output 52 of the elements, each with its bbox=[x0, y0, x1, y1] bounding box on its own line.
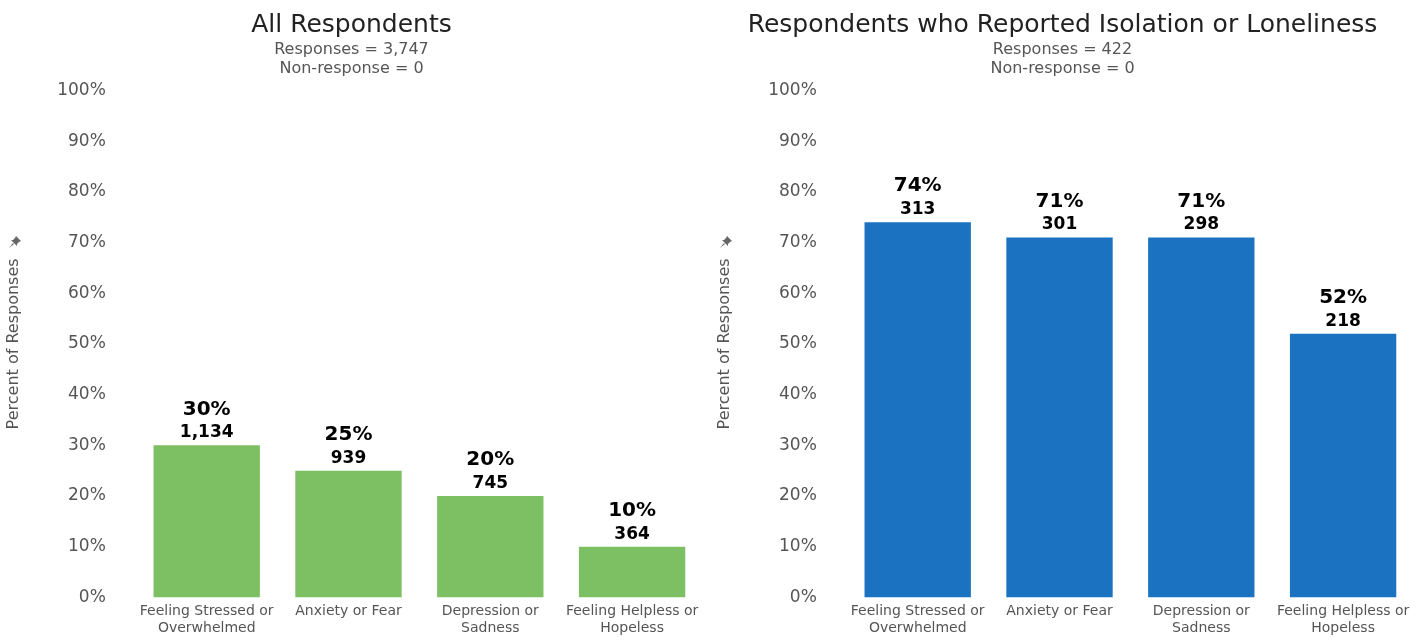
y-axis-title: Percent of Responses bbox=[2, 258, 22, 430]
y-tick-label: 70% bbox=[779, 230, 817, 251]
x-tick-label: Depression or Sadness bbox=[441, 602, 540, 636]
y-tick-label: 100% bbox=[768, 78, 817, 99]
y-axis-title: Percent of Responses bbox=[713, 258, 733, 430]
data-label: 25% 939 bbox=[324, 420, 373, 467]
bar bbox=[578, 546, 686, 598]
y-tick-label: 90% bbox=[68, 129, 106, 150]
bar bbox=[437, 496, 544, 598]
y-tick-label: 0% bbox=[78, 585, 106, 606]
x-tick-label: Feeling Stressed or Overwhelmed bbox=[139, 602, 274, 636]
x-tick-label: Anxiety or Fear bbox=[1006, 602, 1113, 619]
data-label: 20% 745 bbox=[466, 446, 515, 492]
y-tick-label: 0% bbox=[789, 585, 817, 606]
y-tick-label: 20% bbox=[779, 484, 817, 505]
y-tick-label: 90% bbox=[779, 129, 817, 150]
chart-subtitle: Responses = 422 Non-response = 0 bbox=[990, 38, 1135, 77]
data-label: 10% 364 bbox=[608, 496, 657, 543]
y-tick-label: 50% bbox=[68, 332, 106, 353]
y-tick-label: 100% bbox=[57, 78, 106, 99]
y-tick-label: 40% bbox=[68, 383, 106, 404]
x-tick-label: Feeling Helpless or Hopeless bbox=[565, 602, 699, 636]
y-tick-label: 30% bbox=[779, 433, 817, 454]
bar bbox=[1006, 237, 1113, 598]
y-tick-label: 70% bbox=[68, 230, 106, 251]
y-tick-label: 20% bbox=[68, 484, 106, 505]
x-tick-label: Anxiety or Fear bbox=[295, 602, 402, 619]
bar bbox=[1148, 237, 1255, 598]
x-tick-label: Feeling Stressed or Overwhelmed bbox=[850, 602, 985, 636]
bar bbox=[1289, 333, 1397, 598]
data-label: 52% 218 bbox=[1319, 283, 1368, 330]
y-tick-label: 80% bbox=[68, 180, 106, 201]
data-label: 71% 298 bbox=[1177, 187, 1226, 234]
y-tick-label: 80% bbox=[779, 180, 817, 201]
data-label: 30% 1,134 bbox=[179, 395, 234, 442]
data-label: 74% 313 bbox=[893, 172, 942, 219]
bar bbox=[864, 222, 971, 598]
y-tick-label: 60% bbox=[68, 281, 106, 302]
y-tick-label: 30% bbox=[68, 433, 106, 454]
x-tick-label: Depression or Sadness bbox=[1152, 602, 1251, 636]
y-tick-label: 60% bbox=[779, 281, 817, 302]
chart-title: Respondents who Reported Isolation or Loneliness bbox=[747, 8, 1378, 38]
data-label: 71% 301 bbox=[1035, 187, 1084, 234]
chart-title: All Respondents bbox=[251, 8, 452, 38]
bar bbox=[153, 445, 260, 598]
x-tick-label: Feeling Helpless or Hopeless bbox=[1276, 602, 1410, 636]
y-tick-label: 10% bbox=[779, 535, 817, 556]
y-tick-label: 50% bbox=[779, 332, 817, 353]
chart-subtitle: Responses = 3,747 Non-response = 0 bbox=[274, 38, 429, 77]
y-tick-label: 10% bbox=[68, 535, 106, 556]
bar bbox=[295, 470, 402, 598]
y-tick-label: 40% bbox=[779, 383, 817, 404]
